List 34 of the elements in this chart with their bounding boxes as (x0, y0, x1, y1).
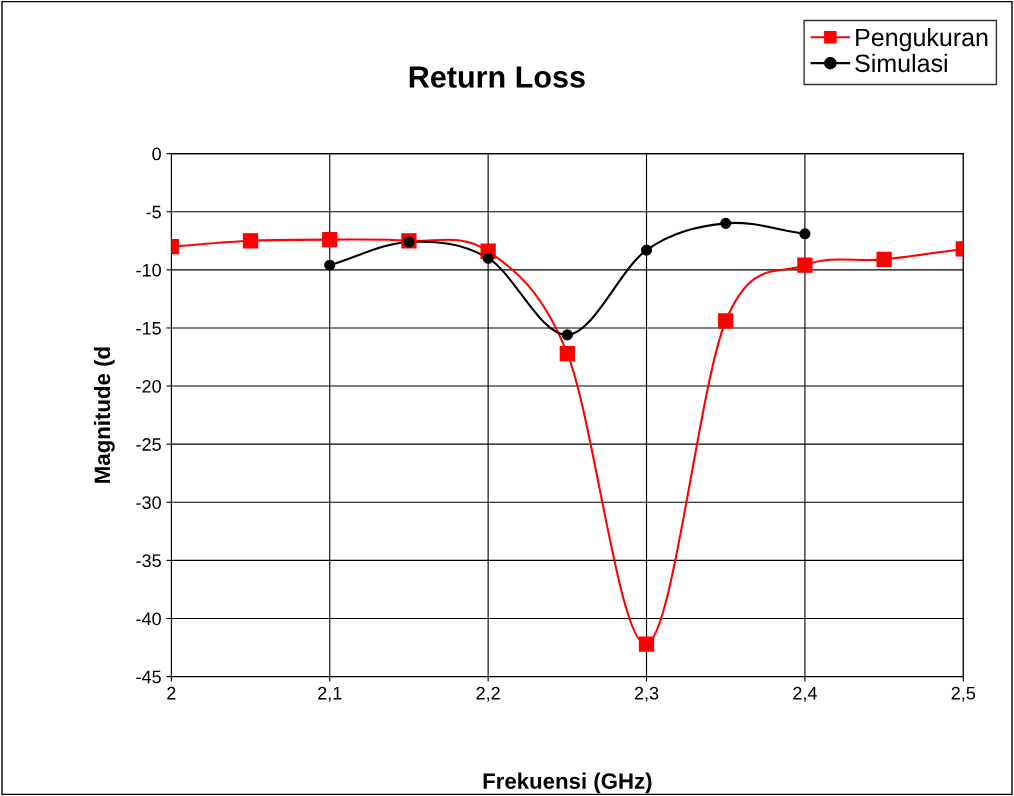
y-axis-title: Magnitude (d (93, 347, 115, 483)
x-tick-label: 2,1 (318, 686, 342, 702)
x-tick-label: 2,3 (634, 686, 659, 702)
point (876, 251, 892, 268)
point (638, 636, 655, 652)
point (482, 252, 494, 264)
y-tick-label: -10 (136, 263, 161, 277)
x-tick-label: 2,5 (951, 686, 976, 702)
point (322, 231, 338, 248)
y-tick-label: -25 (136, 438, 161, 451)
point (799, 228, 811, 240)
chart-title: Return Loss (409, 66, 585, 88)
point (718, 313, 734, 329)
point (720, 217, 732, 229)
y-tick-label: -15 (136, 322, 161, 335)
point (797, 257, 813, 273)
y-tick-label: -5 (146, 205, 161, 219)
point (559, 345, 575, 362)
y-tick-label: -40 (136, 612, 161, 626)
y-tick-label: -35 (136, 554, 161, 568)
x-axis-title: Frekuensi (GHz) (483, 772, 652, 794)
point (324, 259, 336, 271)
x-tick-label: 2,2 (476, 686, 500, 702)
x-tick-label: 2 (167, 686, 176, 700)
point (561, 329, 573, 341)
y-tick-label: 0 (152, 147, 161, 161)
y-tick-label: -20 (136, 379, 161, 393)
y-tick-label: -45 (136, 670, 161, 684)
y-tick-label: -30 (136, 496, 161, 509)
x-tick-label: 2,4 (793, 686, 817, 702)
point (640, 244, 653, 256)
legend-label: Simulasi (855, 53, 947, 73)
legend-label: Pengukuran (856, 27, 988, 52)
point (242, 233, 259, 249)
